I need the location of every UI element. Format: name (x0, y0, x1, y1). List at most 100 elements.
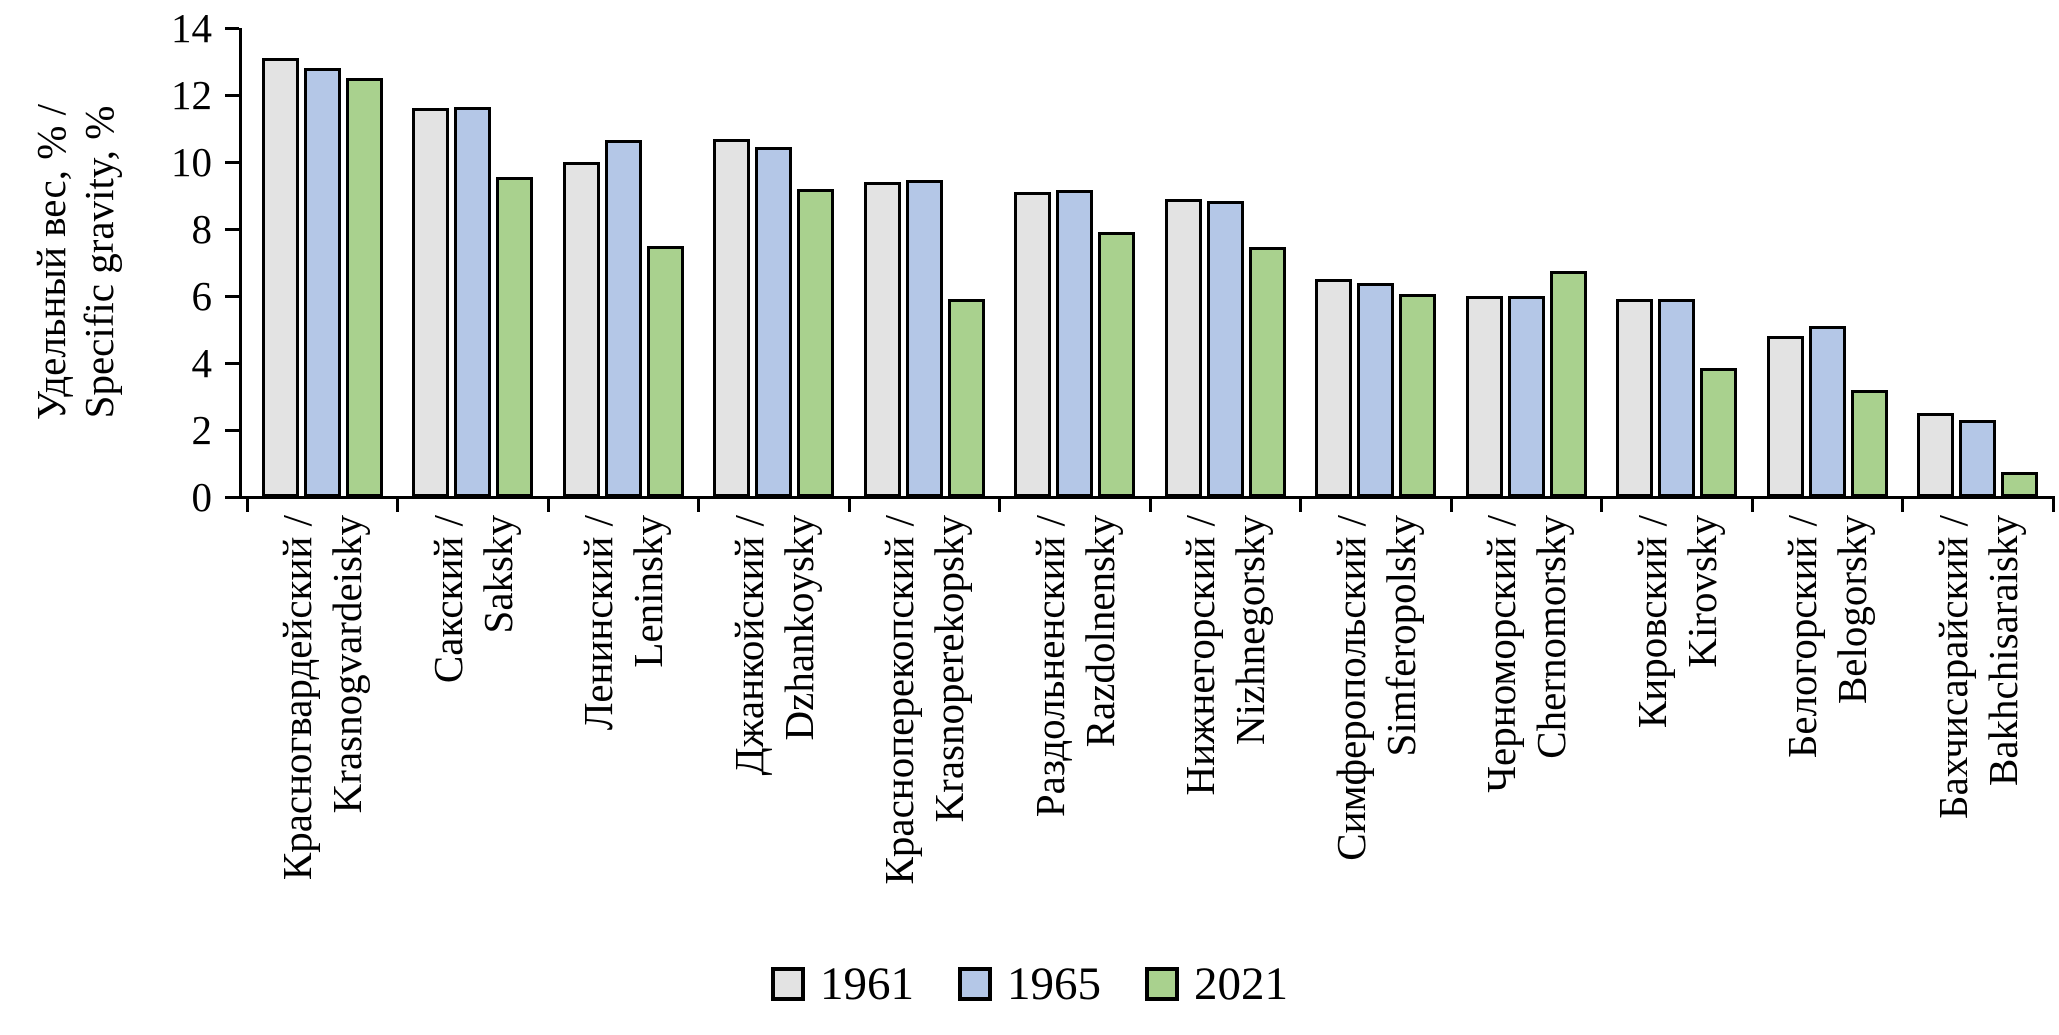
category-label-8: Симферопольский / Simferopolsky (1326, 515, 1426, 975)
bar-2021-11 (1850, 389, 1888, 497)
category-label-6: Раздольненский / Razdolnensky (1025, 515, 1125, 975)
category-label-ru: Бахчисарайский / (1929, 515, 1976, 819)
category-label-en: Belogorsky (1829, 515, 1876, 705)
bar-1961-12 (1917, 413, 1955, 497)
y-tick-label: 6 (191, 273, 213, 319)
bar-1961-10 (1616, 299, 1654, 497)
y-tick-mark (224, 294, 239, 298)
bar-1965-9 (1507, 296, 1545, 497)
legend-item-1961: 1961 (771, 958, 914, 1010)
category-label-ru: Джанкойский / (725, 515, 772, 776)
legend-label-1961: 1961 (820, 958, 914, 1010)
bar-1961-2 (412, 108, 450, 497)
category-label-en: Leninsky (625, 515, 672, 668)
bar-1965-7 (1206, 200, 1244, 497)
bar-1961-1 (261, 58, 299, 497)
bar-2021-5 (947, 299, 985, 497)
y-tick-mark (224, 26, 239, 30)
y-tick-label: 0 (191, 474, 213, 520)
x-tick-mark (396, 497, 399, 512)
bar-1961-4 (713, 138, 751, 497)
category-label-en: Krasnogvardeisky (324, 515, 371, 814)
category-label-en: Kirovsky (1678, 515, 1725, 668)
bar-1965-2 (454, 106, 492, 497)
x-tick-mark (546, 497, 550, 512)
x-tick-mark (1750, 497, 1754, 512)
bar-2021-2 (496, 177, 534, 497)
y-tick-label: 14 (171, 5, 212, 51)
category-label-ru: Черноморский / (1478, 515, 1525, 793)
y-tick-mark (224, 93, 239, 97)
category-label-en: Chernomorsky (1528, 515, 1575, 759)
bar-1961-8 (1315, 279, 1353, 497)
bar-2021-3 (646, 245, 684, 497)
y-tick-mark (224, 361, 239, 365)
category-label-ru: Раздольненский / (1026, 515, 1073, 818)
legend-item-1965: 1965 (958, 958, 1101, 1010)
category-label-en: Dzhankoysky (775, 515, 822, 741)
category-label-1: Красногвардейский / Krasnogvardeisky (272, 515, 372, 975)
y-tick-mark (224, 495, 239, 499)
bar-1965-11 (1808, 326, 1846, 497)
x-tick-mark (245, 497, 249, 512)
y-tick-label: 8 (191, 206, 213, 252)
category-label-ru: Кировский / (1628, 515, 1675, 729)
bar-1965-1 (303, 68, 341, 497)
category-label-ru: Ленинский / (575, 515, 622, 731)
x-tick-mark (847, 497, 851, 512)
y-tick-label: 12 (171, 72, 212, 118)
y-tick-mark (224, 160, 239, 164)
bar-1965-6 (1056, 190, 1094, 497)
bar-1961-7 (1164, 198, 1202, 497)
bar-2021-7 (1248, 247, 1286, 497)
category-label-10: Кировский / Kirovsky (1627, 515, 1727, 975)
x-tick-mark (697, 497, 700, 512)
bar-2021-12 (2001, 471, 2039, 497)
x-tick-mark (1449, 497, 1453, 512)
category-label-en: Bakhchisaraisky (1979, 515, 2026, 786)
y-tick-label: 10 (171, 139, 212, 185)
bar-1965-12 (1959, 419, 1997, 497)
category-label-en: Simferopolsky (1377, 515, 1424, 757)
x-tick-mark (1148, 497, 1152, 512)
category-label-11: Белогорский / Belogorsky (1777, 515, 1877, 975)
category-label-5: Красноперекопский / Krasnoperekopsky (874, 515, 974, 975)
category-label-ru: Нижнегорский / (1177, 515, 1224, 796)
legend-label-1965: 1965 (1007, 958, 1101, 1010)
bar-1961-3 (562, 162, 600, 497)
x-tick-mark (998, 497, 1001, 512)
y-tick-label: 4 (191, 340, 213, 386)
x-axis-line (238, 495, 2055, 499)
bar-1961-11 (1766, 336, 1804, 497)
y-axis-title-line1: Удельный вес, % / (28, 104, 74, 421)
x-tick-mark (2051, 497, 2055, 512)
category-label-7: Нижнегорский / Nizhnegorsky (1175, 515, 1275, 975)
y-tick-mark (224, 428, 239, 432)
category-label-9: Черноморский / Chernomorsky (1476, 515, 1576, 975)
bar-2021-1 (345, 78, 383, 497)
category-label-ru: Белогорский / (1779, 515, 1826, 759)
category-label-ru: Сакский / (424, 515, 471, 684)
legend-swatch-2021 (1145, 967, 1179, 1001)
category-label-en: Razdolnensky (1076, 515, 1123, 748)
bar-1965-10 (1658, 299, 1696, 497)
category-label-en: Nizhnegorsky (1227, 515, 1274, 746)
legend-label-2021: 2021 (1194, 958, 1288, 1010)
category-label-ru: Красногвардейский / (274, 515, 321, 881)
bar-2021-6 (1098, 232, 1136, 497)
bar-1961-5 (863, 182, 901, 497)
legend-swatch-1961 (771, 967, 805, 1001)
category-label-en: Krasnoperekopsky (926, 515, 973, 823)
category-label-4: Джанкойский / Dzhankoysky (724, 515, 824, 975)
legend-swatch-1965 (958, 967, 992, 1001)
bar-2021-4 (797, 188, 835, 497)
category-label-12: Бахчисарайский / Bakhchisaraisky (1928, 515, 2028, 975)
bar-1965-3 (604, 140, 642, 497)
y-tick-label: 2 (191, 407, 213, 453)
x-tick-mark (1901, 497, 1904, 512)
category-label-ru: Красноперекопский / (876, 515, 923, 885)
bar-2021-10 (1700, 368, 1738, 497)
category-label-en: Saksky (474, 515, 521, 634)
x-tick-mark (1600, 497, 1603, 512)
